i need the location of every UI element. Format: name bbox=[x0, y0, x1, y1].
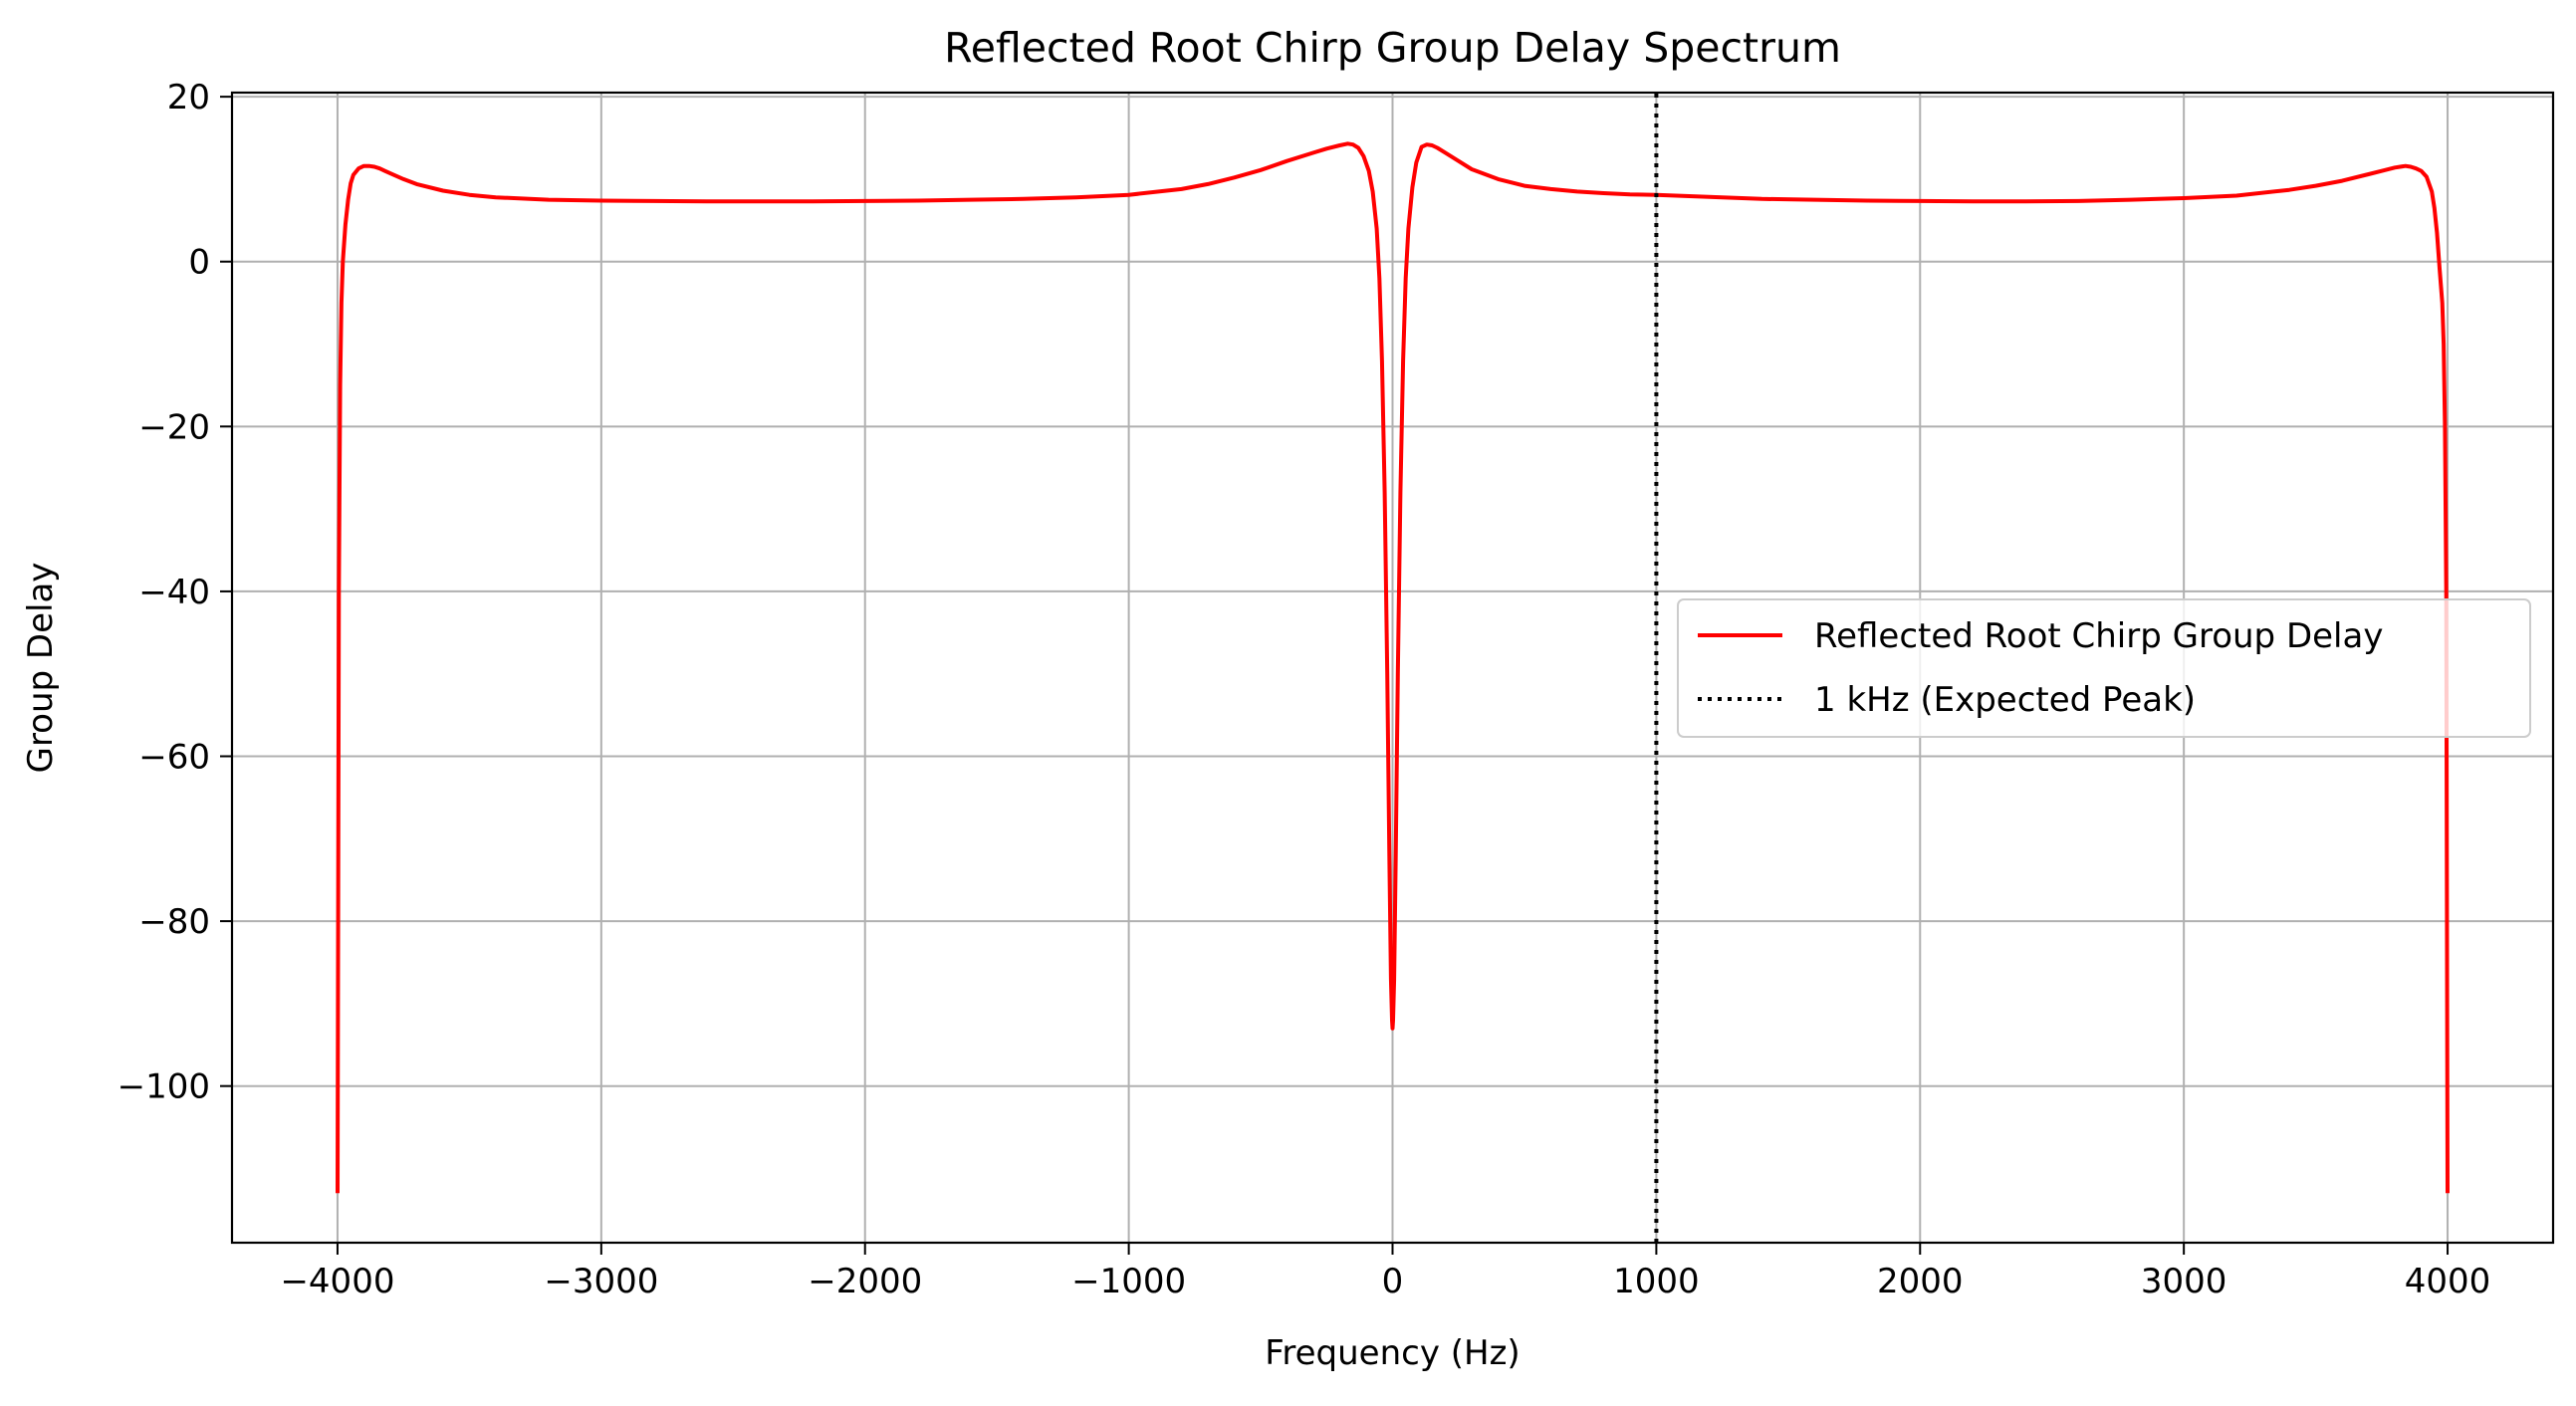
x-tick-label: −4000 bbox=[280, 1262, 394, 1301]
y-tick-label: 0 bbox=[188, 243, 210, 283]
x-tick-label: 2000 bbox=[1877, 1262, 1964, 1301]
legend-label-group-delay: Reflected Root Chirp Group Delay bbox=[1814, 616, 2383, 656]
x-tick-label: −3000 bbox=[544, 1262, 658, 1301]
y-tick-label: −100 bbox=[117, 1067, 210, 1107]
y-tick-label: −40 bbox=[138, 573, 210, 612]
chart-title: Reflected Root Chirp Group Delay Spectru… bbox=[944, 24, 1841, 72]
x-tick-label: 4000 bbox=[2405, 1262, 2491, 1301]
y-tick-label: 20 bbox=[167, 78, 210, 117]
series-line-group-delay bbox=[336, 141, 2450, 1194]
x-tick-label: −1000 bbox=[1071, 1262, 1186, 1301]
y-tick-label: −20 bbox=[138, 407, 210, 447]
ticks: −4000 −3000 −2000 −1000 0 1000 2000 3000 4000 20 0… bbox=[117, 78, 2491, 1301]
x-tick-label: 3000 bbox=[2141, 1262, 2227, 1301]
y-tick-label: −80 bbox=[138, 902, 210, 942]
legend-label-expected-peak: 1 kHz (Expected Peak) bbox=[1814, 680, 2196, 720]
x-tick-label: −2000 bbox=[808, 1262, 922, 1301]
x-tick-label: 0 bbox=[1382, 1262, 1404, 1301]
legend: Reflected Root Chirp Group Delay 1 kHz (… bbox=[1677, 598, 2531, 738]
x-axis-label: Frequency (Hz) bbox=[1265, 1333, 1520, 1373]
legend-box bbox=[1677, 598, 2531, 738]
plot-area bbox=[336, 93, 2450, 1243]
y-axis-label: Group Delay bbox=[21, 563, 61, 774]
y-tick-label: −60 bbox=[138, 738, 210, 778]
x-tick-label: 1000 bbox=[1613, 1262, 1700, 1301]
